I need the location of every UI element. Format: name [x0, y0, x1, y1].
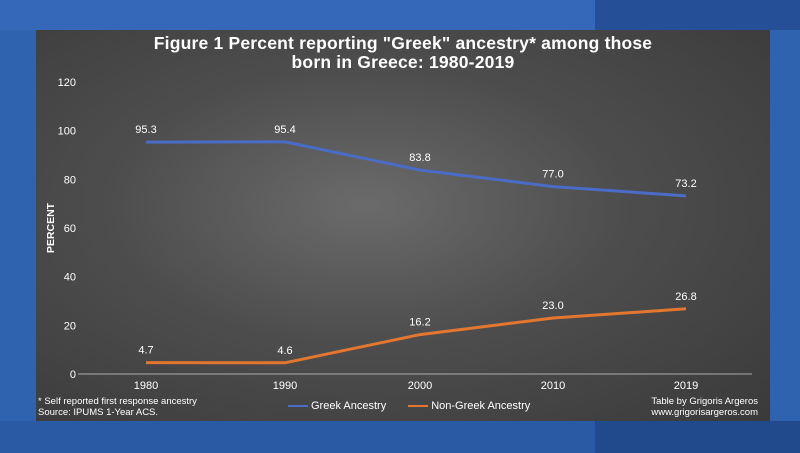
x-tick-label: 2010: [541, 380, 565, 392]
data-label-non-greek: 4.6: [277, 345, 292, 357]
y-axis-ticks: 0 20 40 60 80 100 120: [58, 77, 76, 381]
legend-label-greek: Greek Ancestry: [311, 400, 387, 412]
x-axis-ticks: 1980 1990 2000 2010 2019: [134, 380, 698, 392]
footnote-left: * Self reported first response ancestry …: [38, 396, 197, 418]
data-labels: 95.3 95.4 83.8 77.0 73.2 4.7 4.6 16.2 23.0 26.8: [135, 124, 696, 357]
series-line-greek: [145, 140, 687, 198]
y-tick-label: 40: [64, 272, 76, 284]
y-tick-label: 100: [58, 126, 76, 138]
data-label-greek: 95.3: [135, 124, 156, 136]
footnote-right: Table by Grigoris Argeros www.grigorisar…: [651, 396, 758, 418]
data-label-greek: 77.0: [542, 169, 563, 181]
legend-item-greek: Greek Ancestry: [288, 400, 386, 412]
chart-legend: Greek Ancestry Non-Greek Ancestry: [288, 400, 552, 412]
legend-item-non-greek: Non-Greek Ancestry: [408, 400, 530, 412]
credit-author: Table by Grigoris Argeros: [651, 396, 758, 407]
data-label-non-greek: 16.2: [409, 317, 430, 329]
x-tick-label: 2019: [674, 380, 698, 392]
legend-swatch-greek: [288, 404, 308, 408]
footnote-source: Source: IPUMS 1-Year ACS.: [38, 407, 159, 418]
data-label-non-greek: 23.0: [542, 300, 563, 312]
background-top-right-block: [595, 0, 800, 30]
credit-website: www.grigorisargeros.com: [651, 407, 758, 418]
y-tick-label: 80: [64, 174, 76, 186]
y-axis-label: PERCENT: [45, 202, 57, 253]
background-bottom-right-block: [595, 421, 800, 453]
chart-title-line2: born in Greece: 1980-2019: [291, 52, 515, 72]
x-tick-label: 2000: [408, 380, 432, 392]
chart-panel: [36, 30, 770, 421]
x-tick-label: 1980: [134, 380, 158, 392]
data-label-non-greek: 4.7: [138, 345, 153, 357]
data-label-greek: 73.2: [675, 178, 696, 190]
legend-label-non-greek: Non-Greek Ancestry: [431, 400, 531, 412]
data-label-greek: 95.4: [274, 124, 295, 136]
data-label-greek: 83.8: [409, 152, 430, 164]
legend-swatch-non-greek: [408, 404, 429, 408]
data-label-non-greek: 26.8: [675, 291, 696, 303]
y-tick-label: 0: [70, 369, 76, 381]
x-tick-label: 1990: [273, 380, 297, 392]
y-tick-label: 20: [64, 320, 76, 332]
y-tick-label: 120: [58, 77, 76, 89]
y-tick-label: 60: [64, 223, 76, 235]
footnote-ancestry: * Self reported first response ancestry: [38, 396, 197, 407]
chart-title-line1: Figure 1 Percent reporting "Greek" ances…: [153, 33, 653, 53]
chart-title: Figure 1 Percent reporting "Greek" ances…: [36, 34, 770, 72]
series-group: [145, 140, 687, 365]
